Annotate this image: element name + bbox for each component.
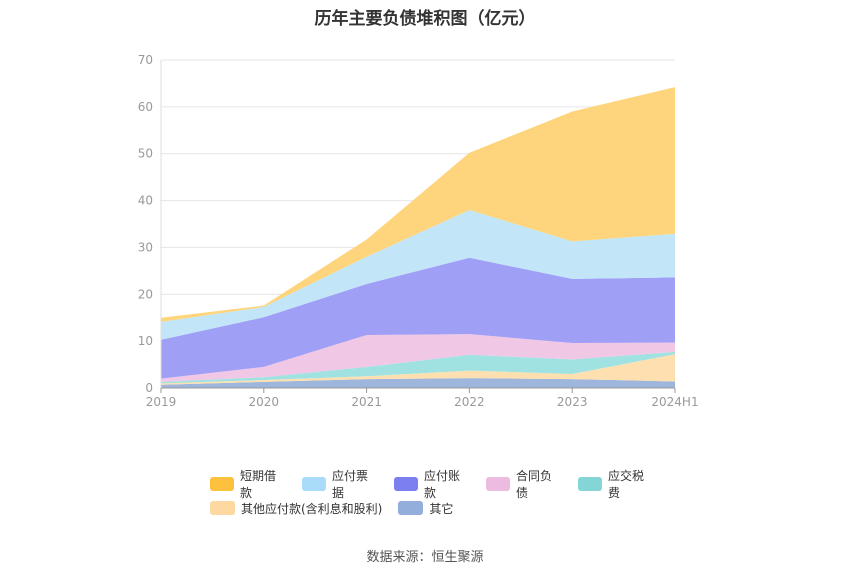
legend-row: 其他应付款(含利息和股利) 其它 bbox=[210, 496, 670, 520]
legend-swatch bbox=[486, 477, 510, 491]
x-tick-label: 2021 bbox=[351, 395, 382, 409]
y-tick-label: 30 bbox=[138, 240, 153, 254]
legend-swatch bbox=[578, 477, 602, 491]
area-series-2 bbox=[161, 354, 675, 385]
area-series-7 bbox=[161, 87, 675, 322]
y-tick-label: 40 bbox=[138, 194, 153, 208]
legend-label: 合同负债 bbox=[515, 469, 552, 500]
legend-label: 应交税费 bbox=[607, 469, 644, 500]
legend-item[interactable]: 合同负债 bbox=[486, 467, 562, 501]
y-tick-label: 20 bbox=[138, 287, 153, 301]
legend-item[interactable]: 其他应付款(含利息和股利) bbox=[210, 500, 382, 517]
legend-row: 短期借款 应付票据 应付账款 合同负债 应交税费 bbox=[210, 469, 670, 500]
legend-label: 短期借款 bbox=[239, 469, 276, 500]
x-tick-label: 2019 bbox=[146, 395, 177, 409]
y-tick-label: 50 bbox=[138, 147, 153, 161]
chart-title: 历年主要负债堆积图（亿元） bbox=[314, 9, 536, 29]
legend: 短期借款 应付票据 应付账款 合同负债 应交税费其他应付款(含利息和股利) 其它 bbox=[210, 469, 670, 520]
legend-swatch bbox=[302, 477, 326, 491]
y-tick-label: 10 bbox=[138, 334, 153, 348]
y-tick-label: 70 bbox=[138, 53, 153, 67]
area-series-4 bbox=[161, 334, 675, 382]
legend-label: 其他应付款(含利息和股利) bbox=[241, 501, 383, 516]
data-source: 数据来源：恒生聚源 bbox=[366, 550, 484, 565]
area-series bbox=[161, 87, 675, 388]
axes: 0 10 20 30 40 50 60 70 2019 2020 2021 2022 2023 2024H… bbox=[138, 53, 699, 409]
area-series-5 bbox=[161, 257, 675, 379]
area-series-1 bbox=[161, 378, 675, 388]
legend-item[interactable]: 应付票据 bbox=[302, 467, 378, 501]
y-tick-label: 60 bbox=[138, 100, 153, 114]
area-series-3 bbox=[161, 351, 675, 384]
legend-swatch bbox=[210, 501, 235, 515]
x-tick-label: 2023 bbox=[557, 395, 588, 409]
x-tick-label: 2022 bbox=[454, 395, 485, 409]
legend-label: 其它 bbox=[429, 501, 454, 516]
legend-label: 应付账款 bbox=[423, 469, 460, 500]
legend-label: 应付票据 bbox=[331, 469, 368, 500]
legend-item[interactable]: 短期借款 bbox=[210, 467, 286, 501]
x-tick-label: 2024H1 bbox=[651, 395, 698, 409]
y-tick-label: 0 bbox=[145, 381, 153, 395]
legend-swatch bbox=[210, 477, 234, 491]
legend-swatch bbox=[398, 501, 424, 515]
x-tick-label: 2020 bbox=[249, 395, 280, 409]
area-series-6 bbox=[161, 209, 675, 340]
legend-item[interactable]: 应交税费 bbox=[578, 467, 654, 501]
legend-swatch bbox=[394, 477, 418, 491]
legend-item[interactable]: 应付账款 bbox=[394, 467, 470, 501]
legend-item[interactable]: 其它 bbox=[398, 500, 453, 517]
